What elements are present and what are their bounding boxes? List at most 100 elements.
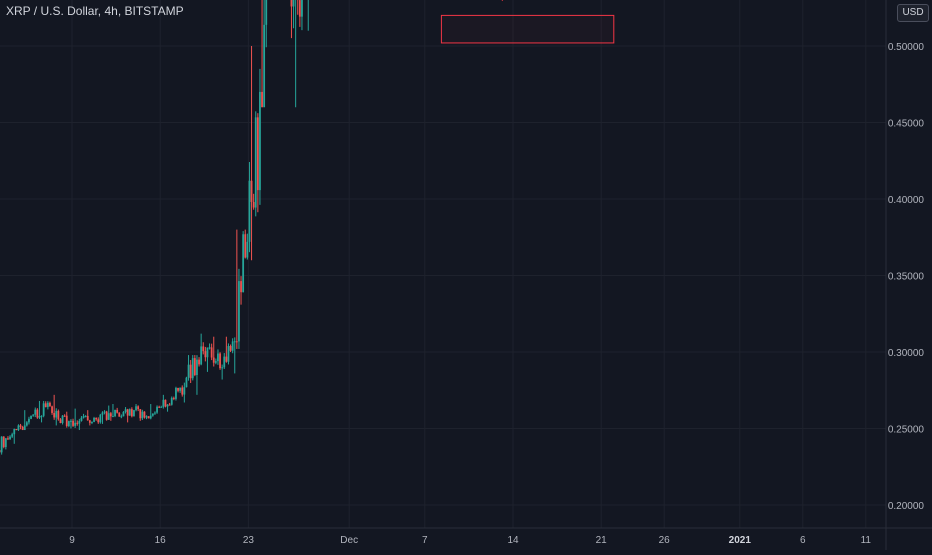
candle-body[interactable] <box>204 351 206 357</box>
candle-body[interactable] <box>154 413 156 414</box>
candle-body[interactable] <box>81 418 83 421</box>
candle-body[interactable] <box>165 400 167 407</box>
candle-body[interactable] <box>43 403 45 416</box>
candle-body[interactable] <box>24 425 26 430</box>
candle-body[interactable] <box>242 234 244 292</box>
candle-body[interactable] <box>55 411 57 418</box>
candle-body[interactable] <box>244 234 246 257</box>
currency-badge[interactable]: USD <box>897 4 929 22</box>
candle-body[interactable] <box>108 413 110 420</box>
candle-body[interactable] <box>7 438 9 439</box>
candle-body[interactable] <box>123 412 125 416</box>
candle-body[interactable] <box>91 422 93 423</box>
candle-body[interactable] <box>156 407 158 413</box>
candle-body[interactable] <box>104 412 106 413</box>
candle-body[interactable] <box>45 403 47 407</box>
candle-body[interactable] <box>192 358 194 378</box>
candle-body[interactable] <box>70 421 72 422</box>
candle-body[interactable] <box>11 434 13 436</box>
candle-body[interactable] <box>60 419 62 423</box>
candle-body[interactable] <box>53 413 55 418</box>
candle-body[interactable] <box>106 412 108 420</box>
candle-body[interactable] <box>135 406 137 410</box>
candle-body[interactable] <box>118 413 120 417</box>
candle-body[interactable] <box>127 409 129 415</box>
candle-body[interactable] <box>225 357 227 362</box>
candle-body[interactable] <box>169 405 171 406</box>
candle-body[interactable] <box>177 388 179 391</box>
candle-body[interactable] <box>234 341 236 342</box>
candle-body[interactable] <box>167 405 169 407</box>
candle-body[interactable] <box>202 346 204 351</box>
candle-body[interactable] <box>114 410 116 416</box>
candle-body[interactable] <box>183 387 185 394</box>
candle-body[interactable] <box>74 423 76 426</box>
candle-body[interactable] <box>249 181 251 242</box>
candle-body[interactable] <box>139 409 141 418</box>
candle-body[interactable] <box>78 421 80 424</box>
candle-body[interactable] <box>188 365 190 378</box>
candle-body[interactable] <box>95 418 97 419</box>
candle-body[interactable] <box>162 400 164 407</box>
candle-body[interactable] <box>251 181 253 202</box>
candle-body[interactable] <box>72 421 74 426</box>
target-zone-rectangle[interactable] <box>441 15 613 43</box>
candle-body[interactable] <box>299 0 301 17</box>
candle-body[interactable] <box>68 421 70 426</box>
candle-body[interactable] <box>97 419 99 422</box>
candle-body[interactable] <box>89 420 91 422</box>
candle-body[interactable] <box>158 407 160 408</box>
candle-body[interactable] <box>13 429 15 434</box>
candle-body[interactable] <box>291 0 293 6</box>
candle-body[interactable] <box>87 416 89 420</box>
candle-body[interactable] <box>215 361 217 363</box>
candle-body[interactable] <box>209 347 211 348</box>
candle-body[interactable] <box>102 412 104 414</box>
candle-body[interactable] <box>150 416 152 419</box>
candle-body[interactable] <box>34 410 36 415</box>
candle-body[interactable] <box>228 346 230 362</box>
candle-body[interactable] <box>51 406 53 413</box>
candle-body[interactable] <box>85 416 87 417</box>
candle-body[interactable] <box>219 353 221 368</box>
candle-body[interactable] <box>137 406 139 409</box>
candle-body[interactable] <box>186 378 188 388</box>
candle-body[interactable] <box>9 437 11 440</box>
candle-body[interactable] <box>99 415 101 423</box>
candle-body[interactable] <box>49 403 51 407</box>
candle-body[interactable] <box>200 346 202 364</box>
candle-body[interactable] <box>133 410 135 416</box>
candle-body[interactable] <box>171 398 173 405</box>
candle-body[interactable] <box>221 367 223 368</box>
candle-body[interactable] <box>47 403 49 407</box>
candle-body[interactable] <box>207 348 209 358</box>
candle-body[interactable] <box>217 353 219 361</box>
candle-body[interactable] <box>26 422 28 425</box>
candle-body[interactable] <box>213 358 215 363</box>
candle-body[interactable] <box>232 341 234 350</box>
candle-body[interactable] <box>236 341 238 342</box>
candle-body[interactable] <box>293 0 295 6</box>
candle-body[interactable] <box>148 416 150 418</box>
candle-body[interactable] <box>144 412 146 418</box>
candle-body[interactable] <box>62 416 64 423</box>
candle-body[interactable] <box>190 365 192 379</box>
candle-body[interactable] <box>66 416 68 426</box>
candle-body[interactable] <box>57 411 59 419</box>
candle-body[interactable] <box>253 202 255 208</box>
candle-body[interactable] <box>1 437 3 453</box>
candle-body[interactable] <box>181 388 183 395</box>
candle-body[interactable] <box>30 416 32 419</box>
candle-body[interactable] <box>36 410 38 418</box>
candle-body[interactable] <box>15 429 17 430</box>
candle-body[interactable] <box>110 413 112 416</box>
candle-body[interactable] <box>131 409 133 416</box>
candle-body[interactable] <box>160 407 162 408</box>
candle-body[interactable] <box>64 416 66 417</box>
candle-body[interactable] <box>255 117 257 207</box>
candle-body[interactable] <box>196 360 198 375</box>
candle-body[interactable] <box>173 398 175 399</box>
candle-body[interactable] <box>152 414 154 416</box>
candle-body[interactable] <box>5 438 7 447</box>
